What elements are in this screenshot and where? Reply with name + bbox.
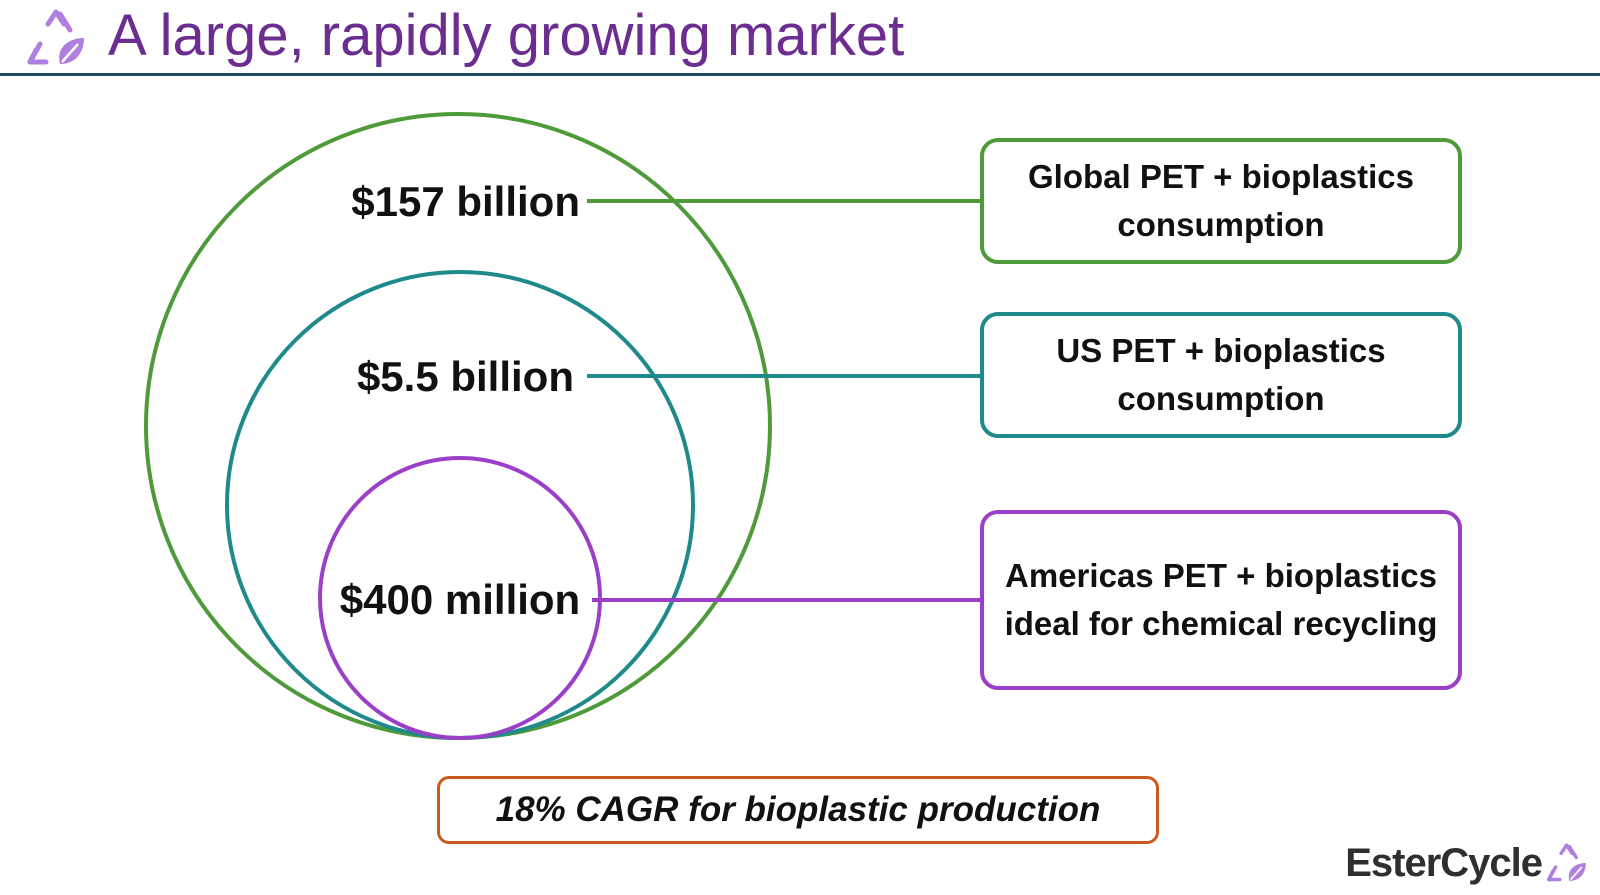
brand-logo: EsterCycle: [1345, 837, 1590, 889]
global-market-description: Global PET + bioplastics consumption: [980, 138, 1462, 264]
us-market-description: US PET + bioplastics consumption: [980, 312, 1462, 438]
cagr-callout: 18% CAGR for bioplastic production: [437, 776, 1159, 844]
recycle-leaf-icon: [1547, 843, 1586, 882]
slide-header: A large, rapidly growing market: [0, 0, 1600, 76]
us-market-value: $5.5 billion: [357, 353, 574, 400]
page-title: A large, rapidly growing market: [108, 3, 905, 68]
recycle-leaf-icon: [27, 9, 84, 65]
brand-name: EsterCycle: [1345, 840, 1543, 885]
header-divider: [0, 73, 1600, 76]
americas-market-value: $400 million: [340, 576, 580, 623]
global-market-value: $157 billion: [351, 178, 580, 225]
us-market-circle: [225, 270, 695, 740]
americas-market-description: Americas PET + bioplastics ideal for che…: [980, 510, 1462, 690]
